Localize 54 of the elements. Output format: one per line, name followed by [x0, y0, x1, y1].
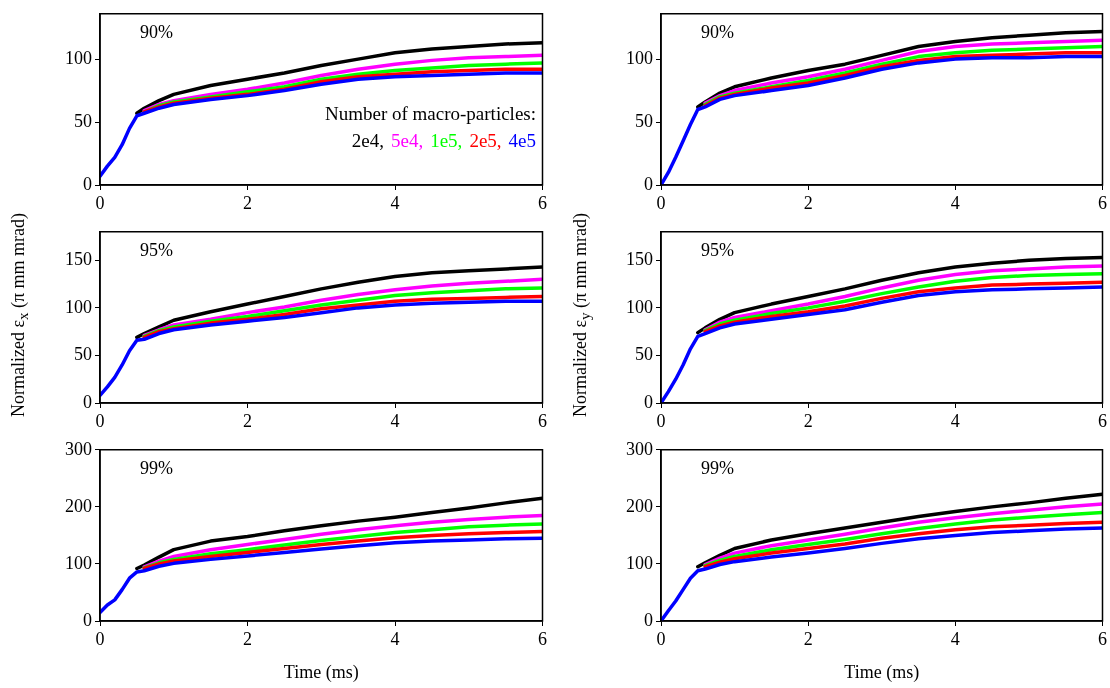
x-tick-label: 4 — [390, 410, 400, 431]
x-tick-label: 4 — [950, 410, 960, 431]
x-tick-label: 6 — [1098, 192, 1107, 213]
annotation: 95% — [140, 239, 173, 260]
x-tick-label: 2 — [803, 192, 813, 213]
y-tick-label: 50 — [74, 110, 92, 131]
y-tick-label: 150 — [65, 249, 92, 270]
y-tick-label: 100 — [626, 552, 653, 573]
y-tick-label: 0 — [644, 609, 653, 630]
x-tick-label: 2 — [803, 628, 813, 649]
annotation: 95% — [701, 239, 734, 260]
x-axis-title: Time (ms) — [283, 661, 359, 683]
y-tick-label: 100 — [626, 47, 653, 68]
x-tick-label: 4 — [390, 628, 400, 649]
x-tick-label: 2 — [243, 192, 252, 213]
y-tick-label: 100 — [65, 47, 92, 68]
x-tick-label: 4 — [950, 192, 960, 213]
text: 5e4, — [391, 130, 424, 151]
y-tick-label: 0 — [83, 391, 92, 412]
y-tick-label: 0 — [644, 173, 653, 194]
y-tick-label: 50 — [74, 344, 92, 365]
y-tick-label: 300 — [626, 438, 653, 459]
y-tick-label: 50 — [635, 110, 653, 131]
y-tick-label: 50 — [635, 344, 653, 365]
annotation: 99% — [701, 457, 734, 478]
text: 2e4, — [351, 130, 384, 151]
y-tick-label: 0 — [83, 609, 92, 630]
x-tick-label: 6 — [1098, 628, 1107, 649]
x-tick-label: 6 — [1098, 410, 1107, 431]
legend-title: Number of macro-particles: — [324, 102, 536, 126]
y-tick-label: 200 — [626, 495, 653, 516]
y-tick-label: 0 — [83, 173, 92, 194]
text: 4e5 — [508, 130, 536, 151]
y-tick-label: 100 — [65, 296, 92, 317]
annotation: 90% — [140, 21, 173, 42]
x-tick-label: 4 — [390, 192, 400, 213]
x-tick-label: 2 — [803, 410, 813, 431]
annotation: 99% — [140, 457, 173, 478]
x-tick-label: 6 — [538, 410, 547, 431]
y-tick-label: 150 — [626, 249, 653, 270]
y-tick-label: 200 — [65, 495, 92, 516]
x-tick-label: 2 — [243, 628, 252, 649]
x-tick-label: 2 — [243, 410, 252, 431]
x-tick-label: 6 — [538, 628, 547, 649]
annotation: 90% — [701, 21, 734, 42]
y-tick-label: 300 — [65, 438, 92, 459]
text: 2e5, — [469, 130, 502, 151]
y-tick-label: 100 — [626, 296, 653, 317]
text: 1e5, — [430, 130, 463, 151]
x-axis-title: Time (ms) — [844, 661, 920, 683]
x-tick-label: 6 — [538, 192, 547, 213]
y-tick-label: 100 — [65, 552, 92, 573]
y-tick-label: 0 — [644, 391, 653, 412]
x-tick-label: 4 — [950, 628, 960, 649]
